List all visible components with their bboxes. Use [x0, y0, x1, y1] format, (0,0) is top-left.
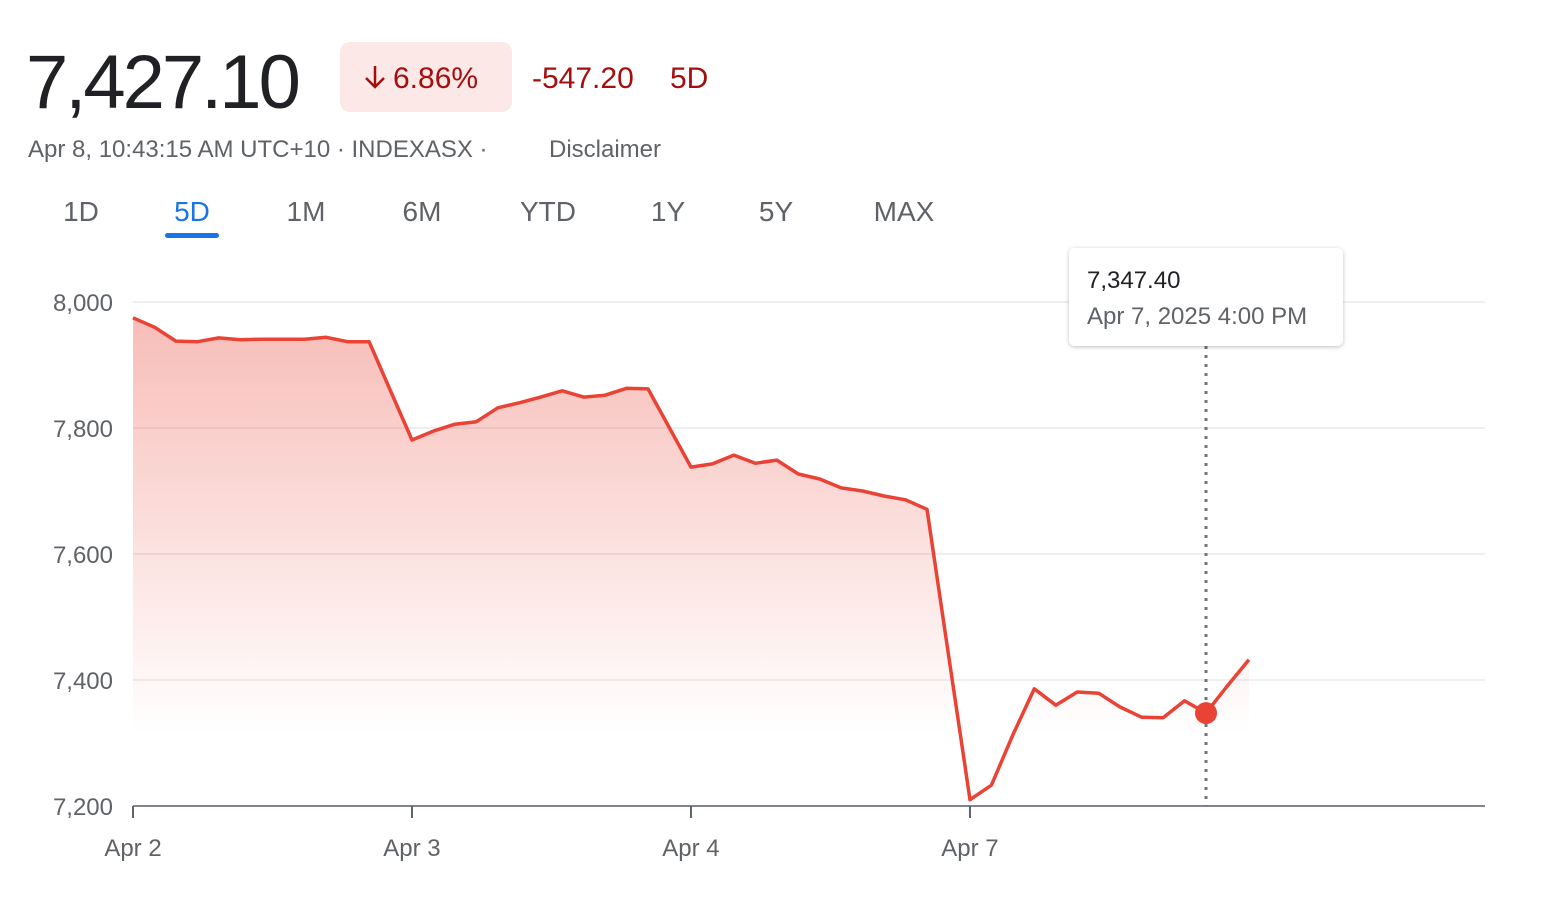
chart: 7,200 7,400 7,600 7,800 8,000 Apr 2 Apr 3 Apr 4…	[53, 248, 1485, 862]
change-period: 5D	[670, 62, 708, 95]
range-tabs: 1D 5D 1M 6M YTD 1Y 5Y MAX	[63, 196, 935, 238]
disclaimer-link[interactable]: Disclaimer	[549, 136, 661, 163]
range-tab[interactable]: 6M	[403, 196, 442, 227]
change-percent: 6.86%	[393, 62, 478, 95]
y-tick-label: 7,600	[53, 542, 113, 569]
y-tick-label: 8,000	[53, 290, 113, 317]
tooltip-box	[1069, 248, 1343, 346]
range-tab[interactable]: 5D	[174, 196, 210, 227]
range-tab[interactable]: 1M	[287, 196, 326, 227]
tooltip-value: 7,347.40	[1087, 267, 1180, 294]
range-tab[interactable]: 1Y	[651, 196, 686, 227]
range-tab[interactable]: MAX	[874, 196, 935, 227]
range-tab[interactable]: YTD	[520, 196, 576, 227]
change-value: -547.20	[532, 62, 634, 95]
price: 7,427.10	[26, 40, 299, 125]
down-arrow	[365, 66, 385, 89]
range-tab[interactable]: 5Y	[759, 196, 794, 227]
y-tick-label: 7,200	[53, 794, 113, 821]
quote-info: Apr 8, 10:43:15 AM UTC+10 · INDEXASX ·	[28, 136, 488, 163]
price-area	[133, 317, 1249, 806]
y-tick-label: 7,800	[53, 416, 113, 443]
tooltip-date: Apr 7, 2025 4:00 PM	[1087, 303, 1307, 330]
hover-point	[1195, 702, 1218, 725]
x-tick-label: Apr 3	[383, 835, 440, 862]
x-tick-label: Apr 2	[104, 835, 161, 862]
selected-tab-indicator	[165, 233, 219, 238]
price-line	[132, 316, 1251, 802]
change-badge	[340, 42, 512, 112]
x-tick-label: Apr 4	[662, 835, 719, 862]
range-tab[interactable]: 1D	[63, 196, 99, 227]
y-tick-label: 7,400	[53, 668, 113, 695]
x-tick-label: Apr 7	[941, 835, 998, 862]
